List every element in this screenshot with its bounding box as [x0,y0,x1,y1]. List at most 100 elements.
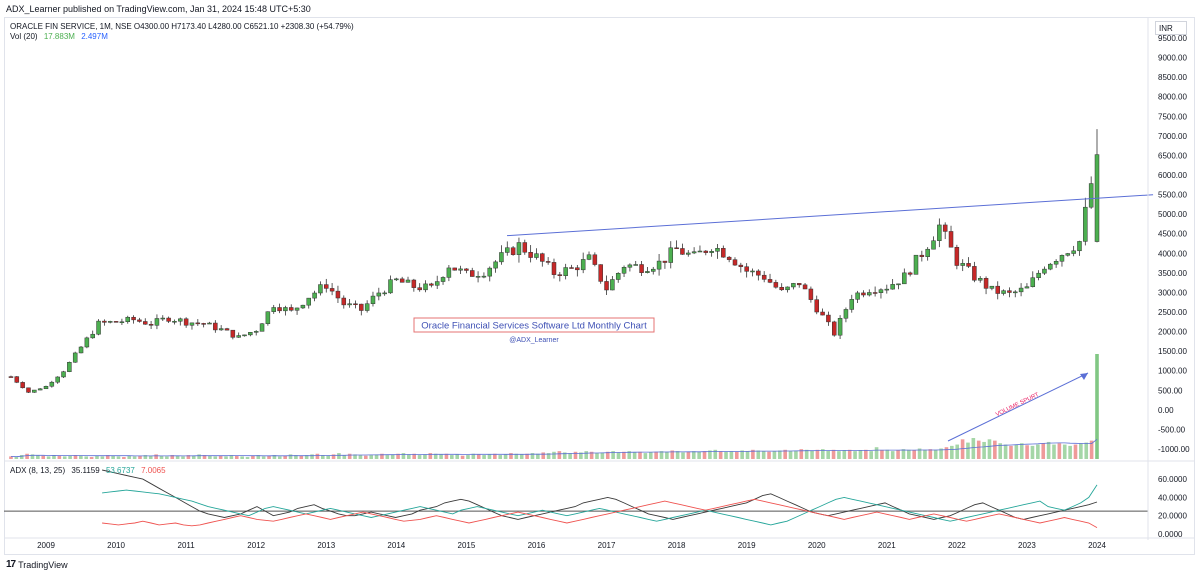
candle-body [394,278,399,281]
volume-bar [869,451,873,459]
volume-ma-line [10,438,1098,458]
volume-bar [331,454,336,459]
candle-body [405,279,411,283]
candle-body [960,263,965,266]
candle-body [207,322,212,325]
candle-body [458,268,463,271]
volume-bar [482,455,486,459]
candle-body [1001,290,1006,294]
volume-bar [530,453,535,459]
price-tick-label: 500.00 [1158,386,1183,395]
candle-body [131,316,136,321]
volume-bar [401,453,406,459]
adx-series-adx [102,469,1098,520]
volume-bar [84,456,89,459]
candle-body [1065,253,1071,256]
candle-body [732,259,738,266]
volume-bar [998,443,1003,459]
candle-body [253,331,259,333]
volume-bar [713,449,718,459]
tradingview-logo[interactable]: 17 TradingView [6,559,68,570]
candle-body [791,283,796,288]
time-tick-label: 2020 [808,541,826,550]
volume-bar [450,455,454,459]
candle-body [697,250,703,253]
price-tick-label: 4000.00 [1158,249,1187,258]
volume-bar [686,451,691,459]
candle-body [137,319,142,322]
candle-body [948,231,954,248]
candle-body [656,260,662,270]
candle-body [96,320,101,335]
volume-bar [245,457,250,459]
volume-bar [751,449,755,459]
candle-body [469,270,475,277]
volume-bar [62,456,67,459]
volume-bar [476,454,481,459]
candle-body [1036,272,1041,278]
price-tick-label: 1000.00 [1158,367,1187,376]
candle-body [119,321,125,324]
candle-body [259,323,265,332]
volume-bar [197,454,201,459]
volume-bar [842,450,847,459]
volume-bar [987,439,992,459]
volume-bar [498,455,503,459]
time-tick-label: 2015 [458,541,476,550]
volume-bar [896,450,900,459]
candle-body [919,254,925,257]
volume-bar [122,457,126,459]
candle-body [820,311,825,316]
volume-bar [950,445,954,459]
volume-bar [143,455,148,459]
price-tick-label: -500.00 [1158,425,1186,434]
volume-bar [955,444,960,459]
candle-body [26,387,31,393]
volume-bar [30,454,35,459]
candle-body [931,240,936,250]
volume-bar [767,451,771,459]
tradingview-brand: TradingView [18,559,68,570]
candle-body [148,324,154,326]
candle-body [1071,250,1076,254]
volume-bar [681,452,685,459]
candle-body [1083,206,1088,242]
volume-bar [493,453,497,459]
volume-bar [455,454,460,459]
volume-bar [396,453,400,459]
volume-bar [675,451,680,459]
volume-bar [966,442,970,459]
candle-body [826,314,831,323]
volume-bar [632,452,637,459]
candle-body [691,251,697,254]
time-tick-label: 2019 [738,541,756,550]
candle-body [335,290,341,299]
candle-body [230,329,236,338]
candle-body [545,261,551,263]
volume-bar [847,449,852,459]
volume-bar [890,451,895,459]
price-tick-label: 0.00 [1158,406,1174,415]
volume-bar [605,451,610,459]
volume-bar [933,449,938,459]
volume-bar [364,455,368,459]
price-tick-label: 5500.00 [1158,191,1187,200]
volume-bar [864,449,868,459]
volume-bar [466,455,470,459]
volume-legend: Vol (20) 17.883M 2.497M [10,32,108,41]
candle-body [592,254,598,265]
volume-bar [745,451,750,459]
volume-bar [304,455,309,459]
volume-bar [369,455,373,459]
volume-bar [589,451,594,459]
price-tick-label: 7500.00 [1158,112,1187,121]
candle-body [721,248,726,258]
candle-body [510,247,516,255]
volume-bar [638,451,642,459]
currency-selector[interactable]: INR [1155,21,1187,35]
candle-body [855,292,860,300]
candle-body [983,278,989,289]
candle-body [563,267,568,276]
candle-body [172,320,177,323]
